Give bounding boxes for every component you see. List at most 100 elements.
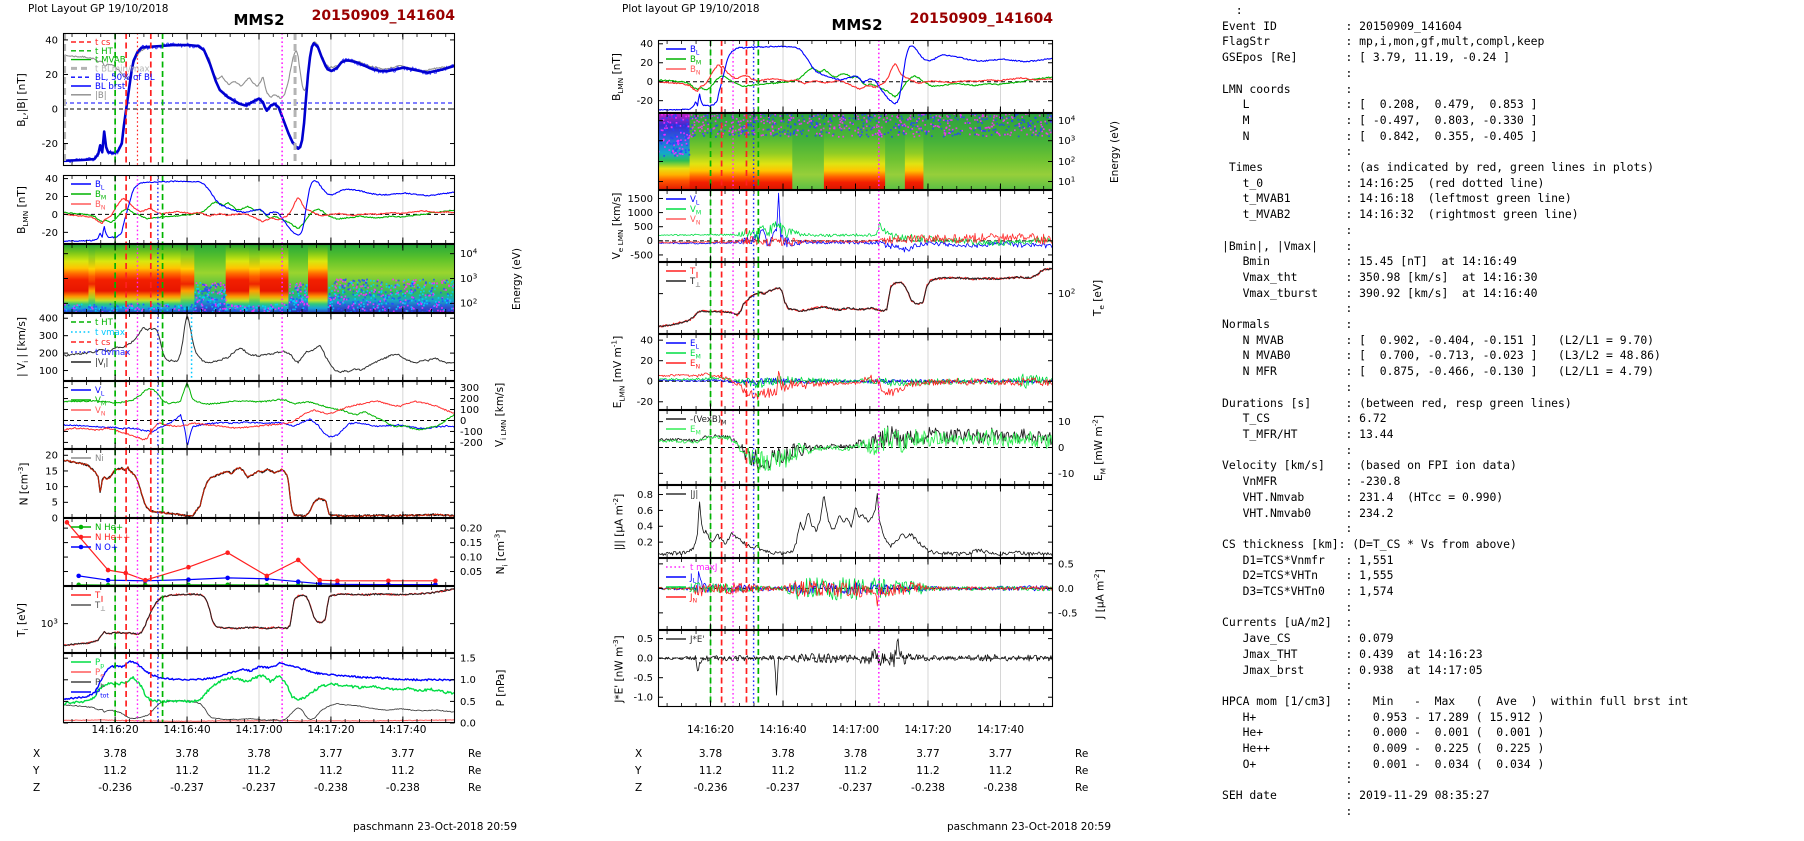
svg-text:VM​: VM​ — [95, 396, 106, 408]
svg-text:|J|: |J| — [690, 490, 698, 500]
panel-m4: 102​ T∥​T⊥​ — [657, 261, 1075, 335]
ephem-value: -0.237 — [838, 782, 873, 794]
svg-text:-1.0: -1.0 — [633, 693, 653, 704]
time-tick-left-4: 14:17:40 — [379, 724, 427, 736]
svg-text:t cs: t cs — [95, 338, 111, 348]
svg-text:400: 400 — [39, 314, 58, 325]
svg-text:0: 0 — [647, 77, 653, 88]
panel-p2: -20 0 20 40 BL​BM​BN​ — [42, 174, 456, 245]
svg-text:JL​: JL​ — [689, 573, 697, 585]
svg-text:Ptot​: Ptot​ — [95, 688, 109, 700]
ephem-unit: Re — [1075, 782, 1089, 794]
svg-text:0.15: 0.15 — [460, 538, 482, 549]
left-plot-title: MMS2 — [233, 11, 285, 29]
panel-p3: 104​ 103​ 102​ — [62, 243, 478, 314]
svg-text:Pp​: Pp​ — [95, 658, 104, 670]
svg-text:0.05: 0.05 — [460, 567, 482, 578]
axis-label-p3: Energy (eV) — [511, 247, 523, 310]
ephem-value: -0.238 — [385, 782, 420, 794]
svg-text:-10: -10 — [1058, 469, 1074, 480]
ephem-value: 11.2 — [916, 765, 940, 777]
ephem-value: -0.238 — [983, 782, 1018, 794]
svg-text:0: 0 — [52, 513, 58, 524]
panel-m9: -1.0 -0.5 0.0 0.5 J*E' — [633, 629, 1054, 708]
ephem-value: 3.78 — [698, 748, 723, 760]
svg-text:BM​: BM​ — [690, 55, 701, 67]
svg-text:-20: -20 — [42, 228, 58, 239]
ephem-value: -0.238 — [313, 782, 348, 794]
axis-label-p2: BLMN [nT] — [15, 185, 31, 234]
svg-text:BL​: BL​ — [690, 45, 700, 57]
svg-text:102​: 102​ — [1058, 155, 1075, 168]
ephem-value: 3.77 — [916, 748, 940, 760]
time-tick-left-0: 14:16:20 — [91, 724, 139, 736]
svg-text:t maxJ: t maxJ — [690, 563, 717, 573]
axis-label-m4: Te [eV] — [1091, 279, 1107, 317]
middle-plot-title: MMS2 — [831, 16, 883, 34]
ephem-unit: Re — [468, 748, 482, 760]
svg-text:N O+: N O+ — [95, 543, 118, 553]
svg-text:t cs: t cs — [95, 38, 111, 48]
svg-text:0.5: 0.5 — [637, 634, 653, 645]
axis-label-p5: Vi LMN [km/s] — [493, 382, 509, 448]
left-plot-footer: paschmann 23-Oct-2018 20:59 — [352, 821, 517, 833]
svg-text:500: 500 — [634, 222, 653, 233]
ephem-unit: Re — [1075, 765, 1089, 777]
svg-text:0.0: 0.0 — [1058, 584, 1074, 595]
ephem-label-left-X: X — [33, 748, 41, 760]
panel-p7: 0.05 0.10 0.15 0.20 N He+N He++N O+ — [62, 517, 482, 587]
svg-text:VN​: VN​ — [95, 406, 106, 418]
svg-text:BN​: BN​ — [690, 65, 701, 77]
axis-label-p6: N [cm-3] — [15, 462, 31, 505]
svg-text:20: 20 — [45, 451, 58, 462]
svg-text:5: 5 — [52, 498, 58, 509]
axis-label-m5: ELMN [mV m-1] — [609, 335, 627, 409]
ephem-value: 11.2 — [698, 765, 723, 777]
svg-text:J*E': J*E' — [689, 635, 705, 645]
info-panel-text: : Event ID : 20150909_141604 FlagStr : m… — [1222, 3, 1689, 818]
svg-text:300: 300 — [460, 383, 479, 394]
ephem-unit: Re — [468, 782, 482, 794]
svg-text:BL, 50% of BL: BL, 50% of BL — [95, 73, 155, 83]
svg-text:100: 100 — [460, 405, 479, 416]
svg-text:BM​: BM​ — [95, 190, 106, 202]
ephem-value: -0.237 — [766, 782, 800, 794]
time-tick-left-3: 14:17:20 — [307, 724, 355, 736]
svg-text:N He+: N He+ — [95, 523, 123, 533]
svg-text:-200: -200 — [460, 438, 483, 449]
time-tick-mid-3: 14:17:20 — [904, 724, 952, 736]
ephem-value: -0.236 — [98, 782, 133, 794]
svg-text:15: 15 — [45, 466, 58, 477]
svg-text:-100: -100 — [460, 427, 483, 438]
svg-text:EL​: EL​ — [690, 339, 699, 351]
svg-text:T⊥​: T⊥​ — [689, 277, 701, 289]
axis-label-m7: |J| [µA m-2] — [610, 493, 626, 550]
svg-text:t MVAB: t MVAB — [95, 56, 126, 66]
svg-text:0: 0 — [460, 416, 466, 427]
ephem-value: 11.2 — [103, 765, 127, 777]
svg-text:40: 40 — [640, 336, 653, 347]
svg-text:102​: 102​ — [1058, 287, 1075, 300]
svg-text:10: 10 — [1058, 417, 1071, 428]
svg-text:-20: -20 — [637, 96, 653, 107]
svg-text:VL​: VL​ — [95, 386, 105, 398]
svg-text:200: 200 — [460, 394, 479, 405]
svg-text:-0.5: -0.5 — [633, 673, 653, 684]
axis-label-m6: EM [mW m-2] — [1090, 414, 1108, 481]
svg-text:1.5: 1.5 — [460, 654, 476, 665]
axis-label-m3: Ve LMN [km/s] — [610, 192, 626, 260]
svg-text:BL brst: BL brst — [95, 82, 126, 92]
svg-text:Pb​: Pb​ — [95, 678, 104, 690]
svg-text:20: 20 — [45, 70, 58, 81]
ephem-value: 3.78 — [175, 748, 199, 760]
time-tick-mid-2: 14:17:00 — [831, 724, 880, 736]
panel-m3: -500 0 500 1000 1500 VL​VM​VN​ — [628, 189, 1054, 263]
svg-text:0: 0 — [52, 210, 58, 221]
svg-text:|B|: |B| — [95, 91, 107, 101]
svg-text:0: 0 — [52, 104, 58, 115]
panel-m7: 0.2 0.4 0.6 0.8 |J| — [637, 484, 1054, 559]
svg-text:10: 10 — [45, 482, 58, 493]
axis-label-m1: BLMN [nT] — [610, 52, 626, 101]
